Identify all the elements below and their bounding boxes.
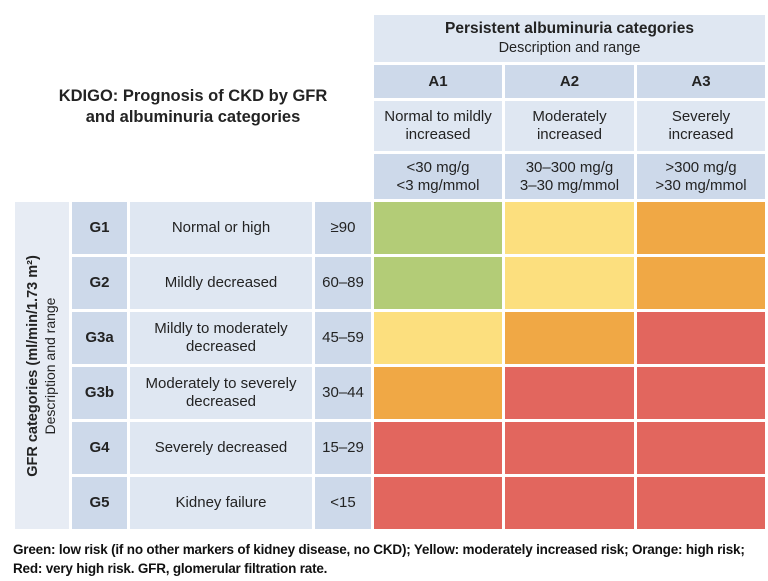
col-desc-a2: Moderately increased [505, 101, 634, 151]
cell-g5-a1 [374, 477, 502, 529]
col-desc-a3: Severely increased [637, 101, 765, 151]
row-g3b-code: G3b [72, 367, 127, 419]
col-range-a2-line2: 3–30 mg/mmol [519, 176, 620, 194]
row-g4-description: Severely decreased [130, 422, 312, 474]
col-range-a3-line1: >300 mg/g [665, 158, 737, 176]
col-range-a2: 30–300 mg/g 3–30 mg/mmol [505, 154, 634, 199]
cell-g3a-a1 [374, 312, 502, 364]
row-g3a-code: G3a [72, 312, 127, 364]
col-range-a3: >300 mg/g >30 mg/mmol [637, 154, 765, 199]
kdigo-grid: KDIGO: Prognosis of CKD by GFR and album… [15, 15, 765, 529]
cell-g1-a3 [637, 202, 765, 254]
cell-g3b-a3 [637, 367, 765, 419]
col-header-a3: A3 [637, 65, 765, 98]
col-range-a2-line1: 30–300 mg/g [525, 158, 614, 176]
albuminuria-header: Persistent albuminuria categories Descri… [374, 15, 765, 62]
row-g4-code: G4 [72, 422, 127, 474]
row-g2-code: G2 [72, 257, 127, 309]
figure-footnote: Green: low risk (if no other markers of … [13, 542, 745, 576]
row-g3b-description: Moderately to severely decreased [130, 367, 312, 419]
col-header-a2: A2 [505, 65, 634, 98]
row-g5-range: <15 [315, 477, 371, 529]
row-g1-range: ≥90 [315, 202, 371, 254]
row-g1-description: Normal or high [130, 202, 312, 254]
gfr-axis-title: GFR categories (ml/min/1.73 m²) [25, 254, 42, 477]
cell-g4-a1 [374, 422, 502, 474]
cell-g2-a3 [637, 257, 765, 309]
col-range-a1-line1: <30 mg/g [406, 158, 470, 176]
row-g3a-description: Mildly to moderately decreased [130, 312, 312, 364]
gfr-axis-label: GFR categories (ml/min/1.73 m²) Descript… [15, 202, 69, 529]
gfr-axis-label-text: GFR categories (ml/min/1.73 m²) Descript… [24, 201, 60, 531]
row-g5-code: G5 [72, 477, 127, 529]
col-desc-a1: Normal to mildly increased [374, 101, 502, 151]
cell-g3b-a2 [505, 367, 634, 419]
col-range-a1: <30 mg/g <3 mg/mmol [374, 154, 502, 199]
row-g4-range: 15–29 [315, 422, 371, 474]
cell-g1-a1 [374, 202, 502, 254]
cell-g2-a2 [505, 257, 634, 309]
cell-g5-a2 [505, 477, 634, 529]
col-header-a1: A1 [374, 65, 502, 98]
row-g5-description: Kidney failure [130, 477, 312, 529]
row-g3a-range: 45–59 [315, 312, 371, 364]
col-range-a3-line2: >30 mg/mmol [655, 176, 747, 194]
cell-g5-a3 [637, 477, 765, 529]
cell-g3a-a2 [505, 312, 634, 364]
col-range-a1-line2: <3 mg/mmol [396, 176, 480, 194]
albuminuria-header-title: Persistent albuminuria categories [445, 20, 694, 37]
albuminuria-header-subtitle: Description and range [498, 39, 641, 56]
figure-title: KDIGO: Prognosis of CKD by GFR and album… [15, 15, 371, 199]
row-g1-code: G1 [72, 202, 127, 254]
cell-g3a-a3 [637, 312, 765, 364]
cell-g4-a3 [637, 422, 765, 474]
row-g2-range: 60–89 [315, 257, 371, 309]
cell-g4-a2 [505, 422, 634, 474]
cell-g3b-a1 [374, 367, 502, 419]
row-g3b-range: 30–44 [315, 367, 371, 419]
cell-g2-a1 [374, 257, 502, 309]
row-g2-description: Mildly decreased [130, 257, 312, 309]
cell-g1-a2 [505, 202, 634, 254]
gfr-axis-subtitle: Description and range [42, 297, 59, 434]
